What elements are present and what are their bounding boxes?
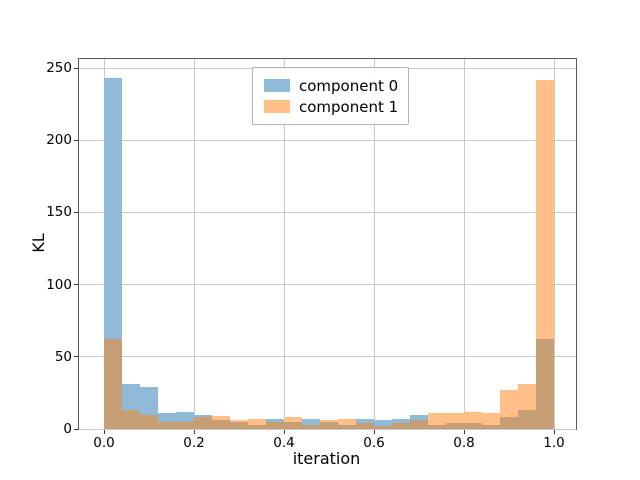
bar-overlap — [248, 424, 266, 429]
bar-overlap — [446, 423, 464, 429]
bar-component-1 — [518, 384, 536, 411]
gridline-vertical — [463, 59, 465, 429]
y-tick-label: 50 — [54, 348, 72, 365]
gridline-vertical — [373, 59, 375, 429]
y-tick-mark — [74, 356, 78, 358]
bar-component-0 — [140, 387, 158, 415]
bar-component-1 — [428, 413, 446, 425]
bar-component-1 — [248, 418, 266, 425]
legend-label: component 1 — [299, 97, 399, 116]
bar-overlap — [338, 424, 356, 429]
legend: component 0 component 1 — [252, 67, 409, 125]
bar-component-1 — [536, 79, 554, 340]
bar-overlap — [356, 423, 374, 429]
bar-component-0 — [392, 418, 410, 424]
bar-component-0 — [410, 414, 428, 421]
bar-overlap — [428, 424, 446, 429]
y-tick-mark — [74, 284, 78, 286]
bar-overlap — [194, 417, 212, 429]
bar-overlap — [140, 414, 158, 429]
bar-component-1 — [446, 413, 464, 424]
bar-component-0 — [266, 418, 284, 422]
plot-area: component 0 component 1 — [78, 58, 577, 430]
y-tick-label: 200 — [46, 132, 72, 149]
legend-entry: component 1 — [264, 96, 408, 117]
legend-swatch-component-1 — [264, 100, 290, 113]
gridline-horizontal — [79, 211, 576, 213]
bar-component-0 — [176, 411, 194, 422]
bar-component-0 — [374, 420, 392, 427]
bar-overlap — [302, 424, 320, 429]
gridline-horizontal — [79, 139, 576, 141]
x-axis-label: iteration — [292, 449, 361, 468]
gridline-horizontal — [79, 428, 576, 430]
legend-label: component 0 — [299, 76, 399, 95]
y-tick-mark — [74, 428, 78, 430]
x-tick-label: 0.2 — [183, 435, 205, 451]
legend-entry: component 0 — [264, 75, 408, 96]
x-tick-mark — [193, 430, 195, 434]
x-tick-mark — [103, 430, 105, 434]
bar-component-1 — [338, 418, 356, 425]
y-tick-mark — [74, 211, 78, 213]
bar-overlap — [410, 420, 428, 429]
gridline-horizontal — [79, 356, 576, 358]
y-tick-mark — [74, 139, 78, 141]
y-tick-mark — [74, 67, 78, 69]
bar-component-0 — [122, 384, 140, 411]
bar-component-1 — [212, 416, 230, 421]
x-tick-label: 0.6 — [363, 435, 385, 451]
y-tick-label: 250 — [46, 60, 72, 76]
x-tick-mark — [283, 430, 285, 434]
bar-overlap — [392, 423, 410, 429]
bar-component-1 — [500, 390, 518, 418]
bar-overlap — [482, 424, 500, 429]
bar-overlap — [518, 410, 536, 429]
x-tick-mark — [463, 430, 465, 434]
x-tick-label: 1.0 — [543, 435, 565, 451]
gridline-horizontal — [79, 284, 576, 286]
bar-overlap — [266, 421, 284, 429]
legend-swatch-component-0 — [264, 79, 290, 92]
bar-component-1 — [320, 420, 338, 422]
x-tick-label: 0.8 — [453, 435, 475, 451]
x-tick-mark — [373, 430, 375, 434]
bar-component-1 — [482, 413, 500, 425]
bar-overlap — [158, 421, 176, 429]
bar-overlap — [536, 339, 554, 429]
y-tick-label: 100 — [46, 276, 72, 293]
y-tick-label: 0 — [63, 421, 72, 437]
y-tick-label: 150 — [46, 204, 72, 221]
y-axis-label: KL — [29, 233, 48, 253]
bar-overlap — [104, 339, 122, 429]
bar-overlap — [176, 421, 194, 429]
bar-component-0 — [104, 78, 122, 340]
gridline-vertical — [193, 59, 195, 429]
bar-component-1 — [284, 417, 302, 422]
bar-component-0 — [356, 418, 374, 424]
x-tick-label: 0.4 — [273, 435, 295, 451]
bar-overlap — [374, 426, 392, 429]
bar-component-0 — [158, 413, 176, 422]
gridline-vertical — [553, 59, 555, 429]
bar-component-1 — [230, 420, 248, 422]
bar-component-0 — [302, 418, 320, 425]
bar-overlap — [464, 423, 482, 429]
bar-component-1 — [464, 411, 482, 424]
bar-overlap — [230, 421, 248, 429]
bar-overlap — [122, 410, 140, 429]
bar-overlap — [320, 421, 338, 429]
x-tick-label: 0.0 — [93, 435, 115, 451]
bar-overlap — [284, 421, 302, 429]
bar-component-0 — [194, 414, 212, 418]
bar-overlap — [212, 420, 230, 429]
bar-overlap — [500, 417, 518, 429]
x-tick-mark — [553, 430, 555, 434]
gridline-vertical — [283, 59, 285, 429]
